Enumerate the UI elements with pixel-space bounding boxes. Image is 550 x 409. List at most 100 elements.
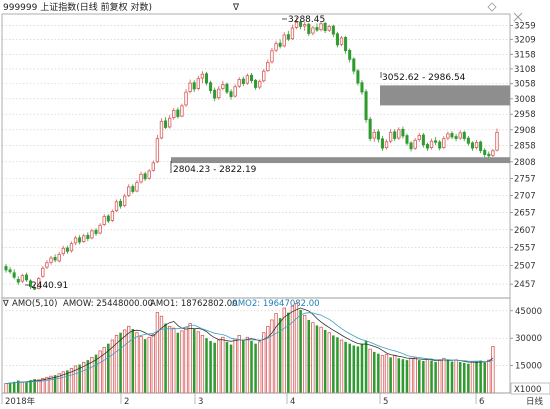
candle xyxy=(233,84,237,98)
candle xyxy=(65,245,69,254)
volume-bar xyxy=(209,340,212,393)
close-icon[interactable] xyxy=(513,12,523,22)
candle xyxy=(368,116,372,142)
low-annotation: 2440.91 xyxy=(25,281,68,291)
amo2-label: AMO2: 19647082.00 xyxy=(232,299,320,309)
candle xyxy=(245,73,250,85)
candle xyxy=(360,80,364,95)
volume-bar xyxy=(225,341,229,393)
candle xyxy=(319,21,323,32)
candle xyxy=(147,169,151,180)
volume-bar xyxy=(217,339,221,394)
candle xyxy=(176,107,180,119)
candle xyxy=(364,89,368,123)
x-tick-label: 6 xyxy=(479,397,484,407)
volume-bar xyxy=(438,359,442,394)
price-zones xyxy=(171,85,510,164)
high-label: 3288.45 xyxy=(288,15,325,25)
unit-label: X1000 xyxy=(514,385,541,395)
volume-bar xyxy=(479,360,482,393)
volume-bar xyxy=(336,337,339,393)
volume-bar xyxy=(213,342,216,393)
chart-menu-icon[interactable]: ∇ xyxy=(232,3,240,13)
volume-bar xyxy=(409,357,413,394)
volume-bar xyxy=(442,357,446,394)
volume-bar xyxy=(176,332,180,393)
price-tick-label: 2707 xyxy=(514,191,536,201)
amo2-line xyxy=(5,312,494,384)
candle xyxy=(282,32,286,48)
volume-bar xyxy=(372,351,376,393)
indicator-menu-icon[interactable]: ∇ xyxy=(2,299,9,309)
volume-bar xyxy=(422,361,425,393)
candle xyxy=(131,184,135,194)
volume-bar xyxy=(17,380,20,393)
x-tick-label: 2018年 xyxy=(5,396,36,407)
volume-bar xyxy=(196,331,200,394)
volume-bar xyxy=(147,336,151,394)
candle xyxy=(237,77,241,88)
candle xyxy=(495,128,499,152)
candle xyxy=(86,232,90,242)
volume-bar xyxy=(8,382,12,393)
candle xyxy=(303,21,307,31)
candle xyxy=(127,184,131,198)
candle xyxy=(299,19,303,30)
candle xyxy=(372,129,376,142)
candle xyxy=(421,132,425,148)
candle xyxy=(217,86,221,100)
volume-bar xyxy=(380,355,385,394)
candle xyxy=(274,40,278,53)
volume-bar xyxy=(434,361,437,393)
candle xyxy=(8,267,12,274)
candle xyxy=(262,68,266,83)
volume-bar xyxy=(294,303,299,394)
volume-bar xyxy=(94,354,98,393)
candle xyxy=(331,24,335,38)
candle xyxy=(487,151,491,158)
price-tick-label: 2457 xyxy=(514,280,536,290)
candle xyxy=(151,160,155,172)
volume-bar xyxy=(172,327,176,394)
candle xyxy=(78,235,82,245)
volume-bar xyxy=(4,383,8,394)
candle xyxy=(388,129,393,144)
candle xyxy=(307,22,311,36)
volume-bar xyxy=(278,318,282,393)
candle xyxy=(167,115,172,129)
volume-bar xyxy=(323,329,327,393)
candle xyxy=(466,136,470,146)
high-annotation: 3288.45 xyxy=(282,15,325,25)
volume-bar xyxy=(470,361,475,394)
candle xyxy=(192,80,196,93)
candle xyxy=(323,21,327,34)
volume-bar xyxy=(20,381,25,394)
volume-bar xyxy=(155,312,160,394)
volume-bar xyxy=(311,322,315,394)
candle xyxy=(135,180,139,193)
candle xyxy=(159,118,164,140)
price-tick-label: 3108 xyxy=(514,65,536,75)
candle xyxy=(102,214,106,226)
diamond-icon[interactable] xyxy=(487,2,497,12)
candle xyxy=(327,24,331,32)
volume-bar xyxy=(348,343,351,393)
volume-bar xyxy=(458,361,462,393)
candle xyxy=(413,138,417,150)
price-tick-label: 2858 xyxy=(514,142,536,152)
amo-label: AMO(5,10) xyxy=(12,299,57,309)
candle xyxy=(397,127,401,140)
candle xyxy=(221,80,225,91)
candle xyxy=(491,148,495,157)
candle xyxy=(82,233,86,243)
candle xyxy=(417,132,421,142)
price-tick-label: 2657 xyxy=(514,208,536,218)
candle xyxy=(458,130,462,140)
candle xyxy=(204,71,209,86)
period-label[interactable]: 日线 xyxy=(526,396,544,407)
volume-bar xyxy=(487,359,491,394)
candle xyxy=(209,80,213,94)
low-label: 2440.91 xyxy=(31,281,68,291)
volume-bar xyxy=(151,334,155,394)
volume-bar xyxy=(45,376,49,394)
